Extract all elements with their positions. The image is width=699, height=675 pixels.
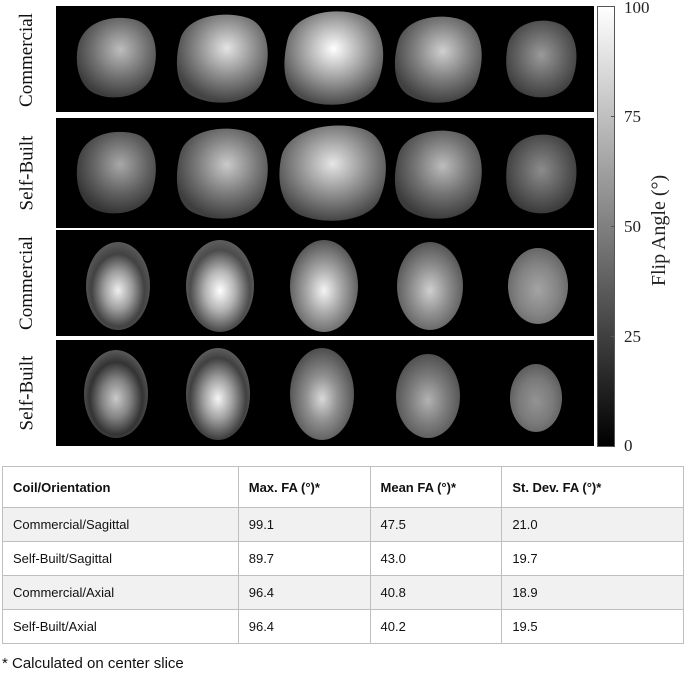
table-cell: 99.1 — [237, 507, 371, 542]
colorbar-tick-100: 100 — [624, 0, 650, 17]
colorbar-tick-0: 0 — [624, 436, 633, 455]
slice-1 — [86, 242, 150, 330]
row-label-selfbuilt-axial: Self-Built — [16, 355, 38, 431]
row-label-commercial-axial: Commercial — [16, 236, 38, 330]
table-cell: 21.0 — [501, 507, 684, 542]
header-mean-fa: Mean FA (°)* — [369, 466, 503, 508]
panel-commercial-axial — [56, 230, 594, 336]
colorbar-label: Flip Angle (°) — [648, 174, 671, 286]
table-cell: Commercial/Axial — [2, 575, 239, 610]
table-row: Commercial/Axial 96.4 40.8 18.9 — [2, 575, 684, 610]
table-cell: Commercial/Sagittal — [2, 507, 239, 542]
table-cell: 47.5 — [369, 507, 503, 542]
slice-2 — [176, 128, 268, 219]
table-header-row: Coil/Orientation Max. FA (°)* Mean FA (°… — [2, 466, 684, 508]
colorbar-tick-50: 50 — [624, 217, 641, 236]
slice-4 — [396, 354, 460, 438]
slice-1 — [76, 131, 156, 214]
table-cell: 18.9 — [501, 575, 684, 610]
colorbar-tick-25: 25 — [624, 327, 641, 346]
slice-4 — [394, 16, 482, 103]
table-cell: Self-Built/Axial — [2, 609, 239, 644]
table-row: Self-Built/Sagittal 89.7 43.0 19.7 — [2, 541, 684, 576]
results-table-wrap: Coil/Orientation Max. FA (°)* Mean FA (°… — [0, 466, 699, 644]
table-cell: 96.4 — [237, 609, 371, 644]
slice-1 — [84, 350, 148, 438]
colorbar-tick-75: 75 — [624, 107, 641, 126]
flip-angle-figure: Commercial Self-Built Commercial Self-Bu… — [16, 0, 671, 455]
slice-5 — [506, 134, 577, 214]
slice-5 — [510, 364, 562, 432]
header-coil-orientation: Coil/Orientation — [2, 466, 239, 508]
table-cell: 40.2 — [369, 609, 503, 644]
slice-3 — [290, 240, 358, 332]
slice-3 — [279, 125, 386, 221]
panel-commercial-sagittal — [56, 6, 594, 112]
slice-4 — [397, 242, 463, 330]
table-row: Self-Built/Axial 96.4 40.2 19.5 — [2, 609, 684, 644]
table-cell: 43.0 — [369, 541, 503, 576]
slice-3 — [290, 348, 354, 440]
panel-selfbuilt-sagittal — [56, 118, 594, 228]
table-cell: 89.7 — [237, 541, 371, 576]
slice-2 — [186, 348, 250, 440]
table-cell: Self-Built/Sagittal — [2, 541, 239, 576]
table-cell: 96.4 — [237, 575, 371, 610]
slice-1 — [76, 17, 156, 98]
panel-selfbuilt-axial — [56, 340, 594, 446]
row-label-commercial-sagittal: Commercial — [16, 13, 38, 107]
table-cell: 40.8 — [369, 575, 503, 610]
table-row: Commercial/Sagittal 99.1 47.5 21.0 — [2, 507, 684, 542]
header-stdev-fa: St. Dev. FA (°)* — [501, 466, 684, 508]
table-cell: 19.7 — [501, 541, 684, 576]
slice-4 — [394, 130, 482, 219]
slice-2 — [176, 14, 268, 103]
results-table: Coil/Orientation Max. FA (°)* Mean FA (°… — [2, 466, 684, 644]
table-cell: 19.5 — [501, 609, 684, 644]
slice-5 — [506, 20, 577, 98]
table-footnote: * Calculated on center slice — [2, 655, 184, 672]
slice-2 — [186, 240, 254, 332]
slice-3 — [284, 11, 384, 105]
row-label-selfbuilt-sagittal: Self-Built — [16, 135, 38, 211]
header-max-fa: Max. FA (°)* — [237, 466, 371, 508]
slice-5 — [508, 248, 568, 324]
